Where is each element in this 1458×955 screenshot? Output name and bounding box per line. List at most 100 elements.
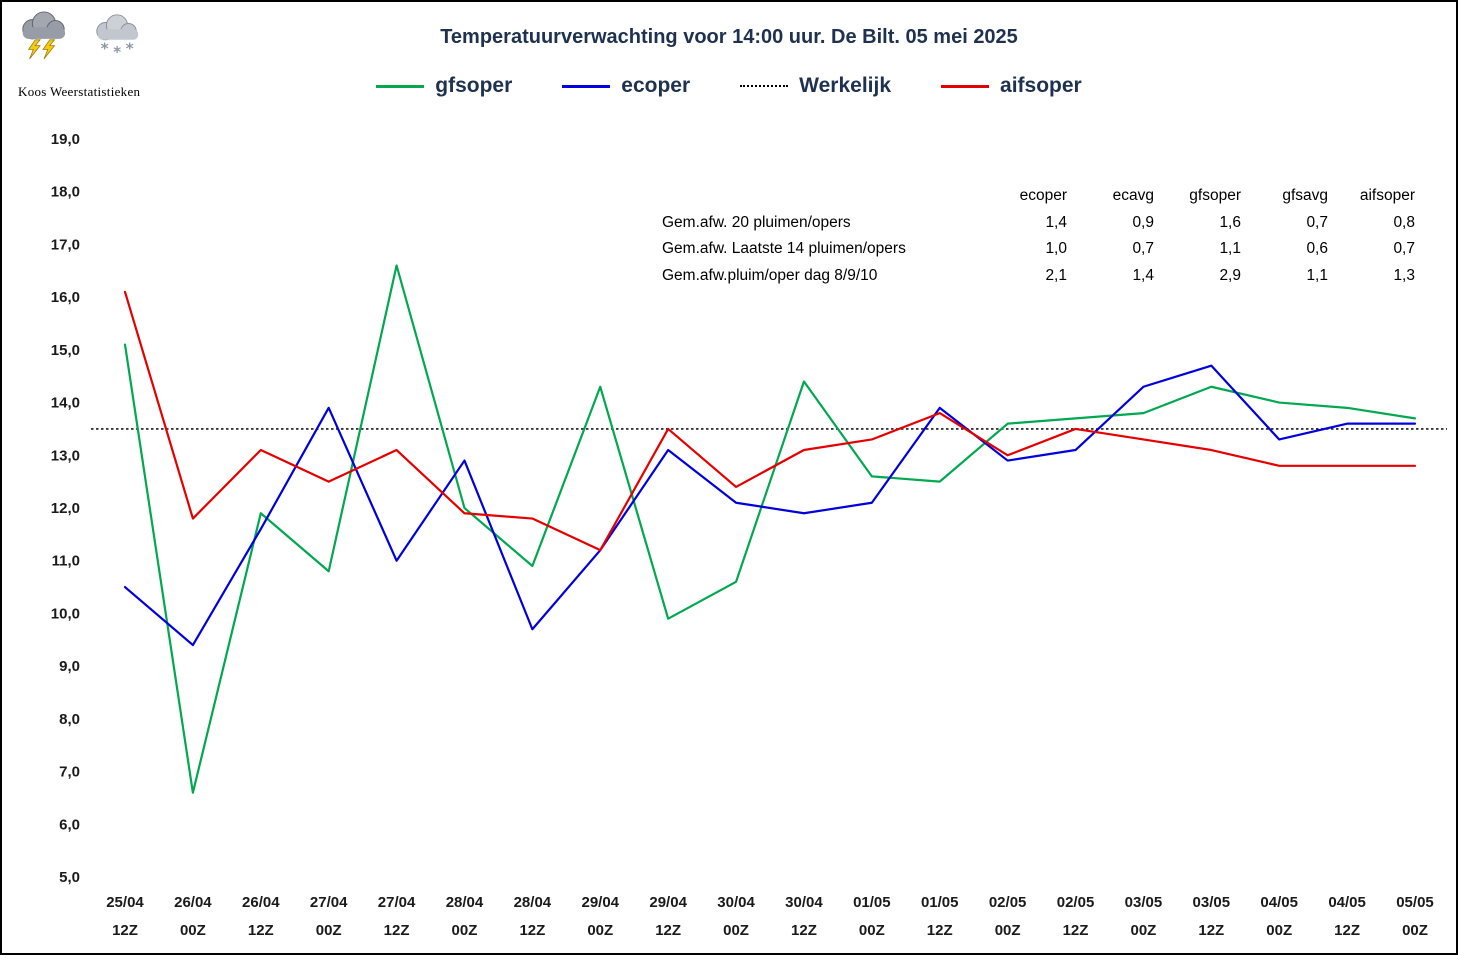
x-tick-label-date: 01/05 bbox=[921, 894, 959, 911]
x-tick-label-date: 25/04 bbox=[106, 894, 144, 911]
stats-cell: 1,1 bbox=[1306, 266, 1328, 284]
x-tick-label-date: 30/04 bbox=[717, 894, 755, 911]
stats-cell: 0,7 bbox=[1306, 213, 1328, 231]
stats-cell: gfsavg bbox=[1282, 187, 1328, 205]
stats-cell: 1,6 bbox=[1219, 213, 1241, 231]
x-tick-label-date: 05/05 bbox=[1396, 894, 1434, 911]
brand-block: * * * Koos Weerstatistieken bbox=[16, 10, 186, 99]
x-tick-label-time: 00Z bbox=[859, 922, 885, 939]
x-tick-label-date: 28/04 bbox=[446, 894, 484, 911]
x-tick-label-time: 12Z bbox=[248, 922, 274, 939]
brand-name: Koos Weerstatistieken bbox=[18, 84, 141, 99]
legend-line-sample bbox=[941, 84, 990, 88]
y-tick-label: 13,0 bbox=[51, 447, 80, 464]
series-line-ecoper bbox=[123, 364, 1417, 647]
stats-data-row: Gem.afw. 20 pluimen/opers 1,4 0,9 1,6 0,7 0,8 bbox=[662, 210, 1415, 237]
x-tick-label-time: 00Z bbox=[723, 922, 749, 939]
y-tick-label: 6,0 bbox=[59, 816, 80, 833]
x-tick-label-time: 12Z bbox=[1334, 922, 1360, 939]
x-tick-label-date: 03/05 bbox=[1125, 894, 1163, 911]
x-tick-label-time: 00Z bbox=[1402, 922, 1428, 939]
x-tick-label-time: 12Z bbox=[519, 922, 545, 939]
x-tick-label-time: 12Z bbox=[791, 922, 817, 939]
x-tick-label-date: 02/05 bbox=[1057, 894, 1095, 911]
y-tick-label: 10,0 bbox=[51, 605, 80, 622]
stats-cell: gfsoper bbox=[1189, 187, 1241, 205]
x-tick-label-date: 28/04 bbox=[514, 894, 552, 911]
chart-title: Temperatuurverwachting voor 14:00 uur. D… bbox=[440, 26, 1018, 48]
x-tick-label-date: 04/05 bbox=[1328, 894, 1366, 911]
x-tick-label-date: 26/04 bbox=[242, 894, 280, 911]
svg-text:*: * bbox=[113, 43, 121, 60]
stats-cell: 0,7 bbox=[1132, 240, 1154, 258]
snow-cloud-icon: * * * bbox=[96, 14, 139, 60]
x-tick-label-date: 30/04 bbox=[785, 894, 823, 911]
x-tick-label-time: 00Z bbox=[1130, 922, 1156, 939]
stats-cell: 0,6 bbox=[1306, 240, 1328, 258]
x-tick-label-date: 04/05 bbox=[1260, 894, 1298, 911]
y-tick-label: 18,0 bbox=[51, 184, 80, 201]
stats-row-label: Gem.afw.pluim/oper dag 8/9/10 bbox=[662, 266, 878, 284]
x-tick-label-time: 00Z bbox=[995, 922, 1021, 939]
y-tick-label: 14,0 bbox=[51, 395, 80, 412]
stats-table: ecoper ecavg gfsoper gfsavg aifsoper Gem.afw.… bbox=[662, 183, 1415, 289]
legend-item-aifsoper: aifsoper bbox=[941, 74, 1082, 98]
x-tick-label-date: 02/05 bbox=[989, 894, 1027, 911]
x-tick-label-time: 12Z bbox=[927, 922, 953, 939]
stats-cell: 1,3 bbox=[1393, 266, 1415, 284]
x-tick-label-date: 27/04 bbox=[378, 894, 416, 911]
y-tick-label: 17,0 bbox=[51, 236, 80, 253]
x-tick-label-date: 29/04 bbox=[581, 894, 619, 911]
stats-cell: 2,9 bbox=[1219, 266, 1241, 284]
y-tick-label: 7,0 bbox=[59, 764, 80, 781]
x-tick-label-date: 01/05 bbox=[853, 894, 891, 911]
x-tick-label-time: 12Z bbox=[655, 922, 681, 939]
stats-row-label: Gem.afw. 20 pluimen/opers bbox=[662, 213, 851, 231]
svg-text:*: * bbox=[126, 39, 134, 57]
svg-text:*: * bbox=[101, 39, 109, 57]
brand-icons: * * * bbox=[16, 10, 186, 60]
y-tick-label: 5,0 bbox=[59, 869, 80, 886]
stats-cell: 1,0 bbox=[1045, 240, 1067, 258]
x-tick-label-time: 00Z bbox=[316, 922, 342, 939]
stats-data-row: Gem.afw.pluim/oper dag 8/9/10 2,1 1,4 2,9 1,… bbox=[662, 263, 1415, 290]
x-tick-label-date: 27/04 bbox=[310, 894, 348, 911]
stats-row-label: Gem.afw. Laatste 14 pluimen/opers bbox=[662, 240, 906, 258]
legend-item-gfsoper: gfsoper bbox=[376, 74, 512, 98]
stats-cell: 0,8 bbox=[1393, 213, 1415, 231]
stats-cell: ecoper bbox=[1019, 187, 1067, 205]
legend-line-sample bbox=[740, 85, 789, 87]
series-line-gfsoper bbox=[123, 264, 1417, 794]
legend-line-sample bbox=[562, 84, 611, 88]
stats-cell: 1,4 bbox=[1045, 213, 1067, 231]
y-tick-label: 8,0 bbox=[59, 711, 80, 728]
y-tick-label: 15,0 bbox=[51, 342, 80, 359]
x-tick-label-time: 00Z bbox=[180, 922, 206, 939]
y-tick-label: 12,0 bbox=[51, 500, 80, 517]
stats-cell: ecavg bbox=[1112, 187, 1154, 205]
x-tick-label-time: 00Z bbox=[452, 922, 478, 939]
x-tick-label-time: 12Z bbox=[384, 922, 410, 939]
x-tick-label-time: 00Z bbox=[587, 922, 613, 939]
stats-data-row: Gem.afw. Laatste 14 pluimen/opers 1,0 0,7 1… bbox=[662, 236, 1415, 263]
x-tick-label-time: 12Z bbox=[1198, 922, 1224, 939]
stats-cell: 1,4 bbox=[1132, 266, 1154, 284]
chart-legend: gfsoper ecoper Werkelijk aifsoper bbox=[2, 74, 1456, 98]
y-tick-label: 19,0 bbox=[51, 131, 80, 148]
storm-cloud-icon bbox=[22, 11, 66, 60]
series-line-aifsoper bbox=[123, 290, 1417, 552]
x-tick-label-time: 12Z bbox=[1063, 922, 1089, 939]
x-tick-label-date: 29/04 bbox=[649, 894, 687, 911]
legend-label: aifsoper bbox=[1000, 74, 1082, 97]
y-tick-label: 9,0 bbox=[59, 658, 80, 675]
stats-header-row: ecoper ecavg gfsoper gfsavg aifsoper bbox=[662, 183, 1415, 210]
x-tick-label-date: 03/05 bbox=[1193, 894, 1231, 911]
legend-label: gfsoper bbox=[435, 74, 513, 97]
stats-cell: 2,1 bbox=[1045, 266, 1067, 284]
stats-cell: 1,1 bbox=[1219, 240, 1241, 258]
legend-item-werkelijk: Werkelijk bbox=[740, 74, 891, 98]
legend-label: ecoper bbox=[621, 74, 691, 97]
stats-cell: aifsoper bbox=[1359, 187, 1415, 205]
